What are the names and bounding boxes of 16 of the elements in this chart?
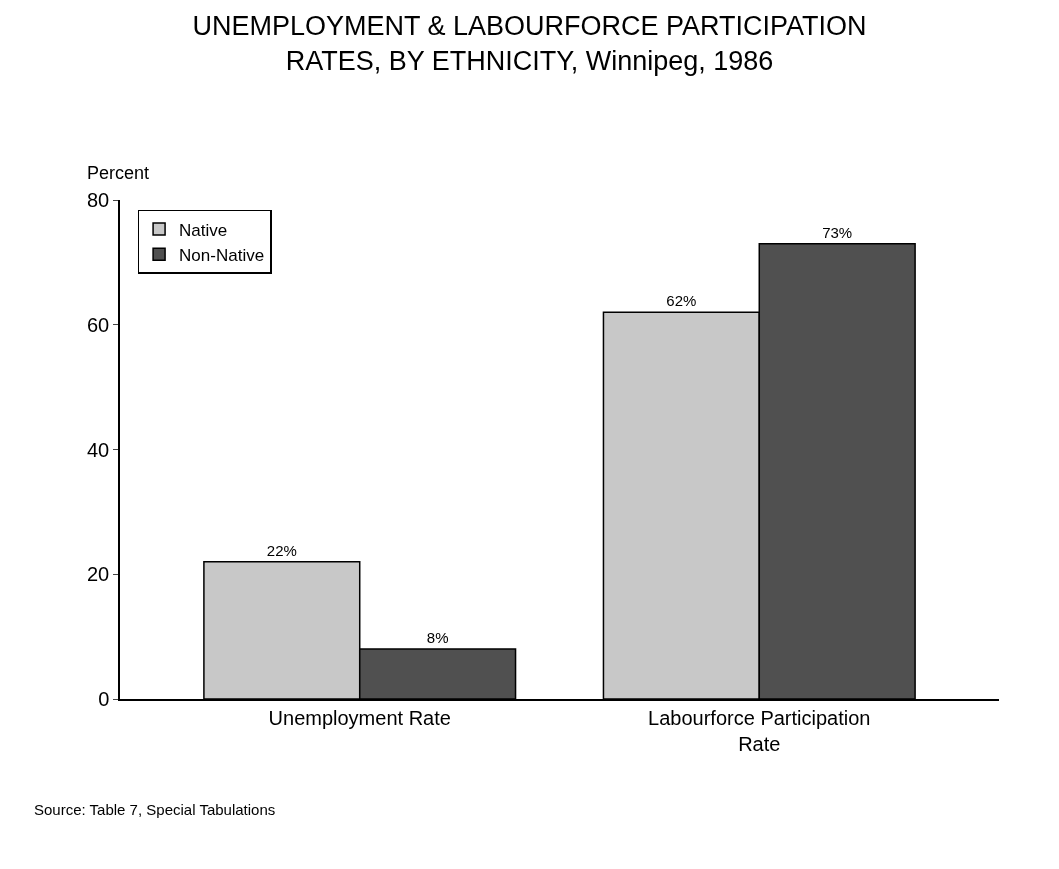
legend-label: Native: [179, 220, 228, 240]
x-tick-label: Unemployment Rate: [268, 706, 451, 729]
data-label: 8%: [426, 629, 449, 647]
data-label: 62%: [666, 292, 697, 310]
y-tick-label: 80: [87, 189, 110, 211]
y-axis-title: Percent: [87, 163, 150, 183]
legend-label: Non-Native: [179, 245, 265, 265]
y-tick-label: 0: [98, 688, 110, 710]
y-tick-label: 60: [87, 313, 110, 336]
chart-title: UNEMPLOYMENT & LABOURFORCE PARTICIPATION RATES, BY ETHNICITY, Winnipeg, 1986: [192, 10, 867, 76]
y-tick-label: 40: [87, 438, 110, 461]
data-label: 73%: [822, 223, 853, 241]
x-tick-label: Labourforce Participation Rate: [648, 706, 871, 755]
source-note: Source: Table 7, Special Tabulations: [34, 801, 276, 818]
data-label: 22%: [266, 541, 297, 559]
y-tick-label: 20: [87, 563, 110, 586]
